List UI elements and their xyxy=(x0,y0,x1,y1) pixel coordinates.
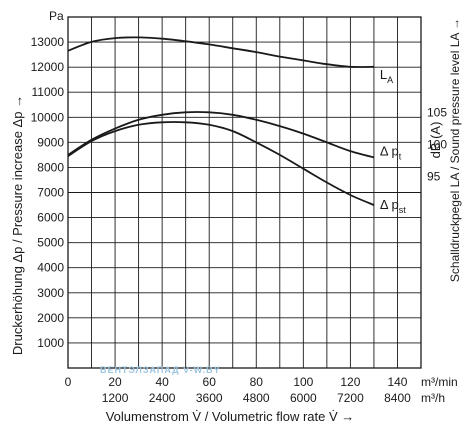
series-labels: LA Δ pt Δ pst xyxy=(380,67,406,215)
series-line xyxy=(67,36,374,68)
y-tick-label: 11000 xyxy=(32,85,65,99)
right-axis-ticks: 95 100 105 xyxy=(427,106,447,184)
left-axis-ticks: 1000 2000 3000 4000 5000 6000 7000 8000 9000 1000… xyxy=(31,35,65,350)
right-tick-label: 105 xyxy=(427,106,447,120)
y-tick-label: 1000 xyxy=(37,336,64,350)
x-tick-label: 140 xyxy=(387,375,407,389)
y-tick-label: 12000 xyxy=(31,60,65,74)
x-tick-label-secondary: 2400 xyxy=(149,391,176,405)
x-tick-label: 60 xyxy=(203,375,217,389)
y-tick-label: 8000 xyxy=(37,160,64,174)
right-tick-label: 95 xyxy=(427,170,441,184)
y-tick-label: 2000 xyxy=(37,311,64,325)
x-tick-label: 40 xyxy=(155,375,169,389)
x-unit-secondary: m³/h xyxy=(421,391,445,405)
x-tick-label: 80 xyxy=(250,375,264,389)
series-label: LA xyxy=(380,67,393,85)
grid xyxy=(68,16,421,368)
series-lines xyxy=(67,36,375,206)
y-tick-label: 10000 xyxy=(31,110,65,124)
left-axis-unit: Pa xyxy=(49,9,64,23)
x-tick-label: 120 xyxy=(340,375,360,389)
y-tick-label: 6000 xyxy=(37,211,64,225)
y-tick-label: 5000 xyxy=(37,236,64,250)
x-tick-label-secondary: 1200 xyxy=(102,391,129,405)
watermark: ВЕНТЭЛЗАПАД V-W.BY xyxy=(100,365,221,375)
x-axis-ticks: 0 20 40 60 80 100 120 140 1200 2400 3600 4800 6000 72… xyxy=(65,375,411,405)
x-tick-label: 100 xyxy=(293,375,313,389)
x-tick-label-secondary: 7200 xyxy=(337,391,364,405)
y-tick-label: 3000 xyxy=(37,286,64,300)
right-axis-title: Schalldruckpegel LA / Sound pressure lev… xyxy=(448,18,462,282)
x-tick-label: 20 xyxy=(108,375,122,389)
y-tick-label: 4000 xyxy=(37,261,64,275)
x-tick-label: 0 xyxy=(65,375,72,389)
series-label: Δ pst xyxy=(380,197,406,215)
x-axis-title: Volumenstrom V̇ / Volumetric flow rate V… xyxy=(106,409,355,424)
x-tick-label-secondary: 4800 xyxy=(243,391,270,405)
y-tick-label: 9000 xyxy=(37,135,64,149)
left-axis-title: Druckerhöhung Δp / Pressure increase Δp … xyxy=(10,95,25,355)
right-tick-label: 100 xyxy=(427,138,447,152)
x-tick-label-secondary: 3600 xyxy=(196,391,223,405)
plot-frame xyxy=(67,16,422,369)
right-axis-unit: dB (A) xyxy=(428,122,443,159)
series-line xyxy=(67,121,375,206)
x-tick-label-secondary: 6000 xyxy=(290,391,317,405)
y-tick-label: 7000 xyxy=(37,186,64,200)
series-line xyxy=(67,111,375,159)
y-tick-label: 13000 xyxy=(31,35,65,49)
series-label: Δ pt xyxy=(380,143,402,161)
x-unit-primary: m³/min xyxy=(421,375,458,389)
x-tick-label-secondary: 8400 xyxy=(384,391,411,405)
